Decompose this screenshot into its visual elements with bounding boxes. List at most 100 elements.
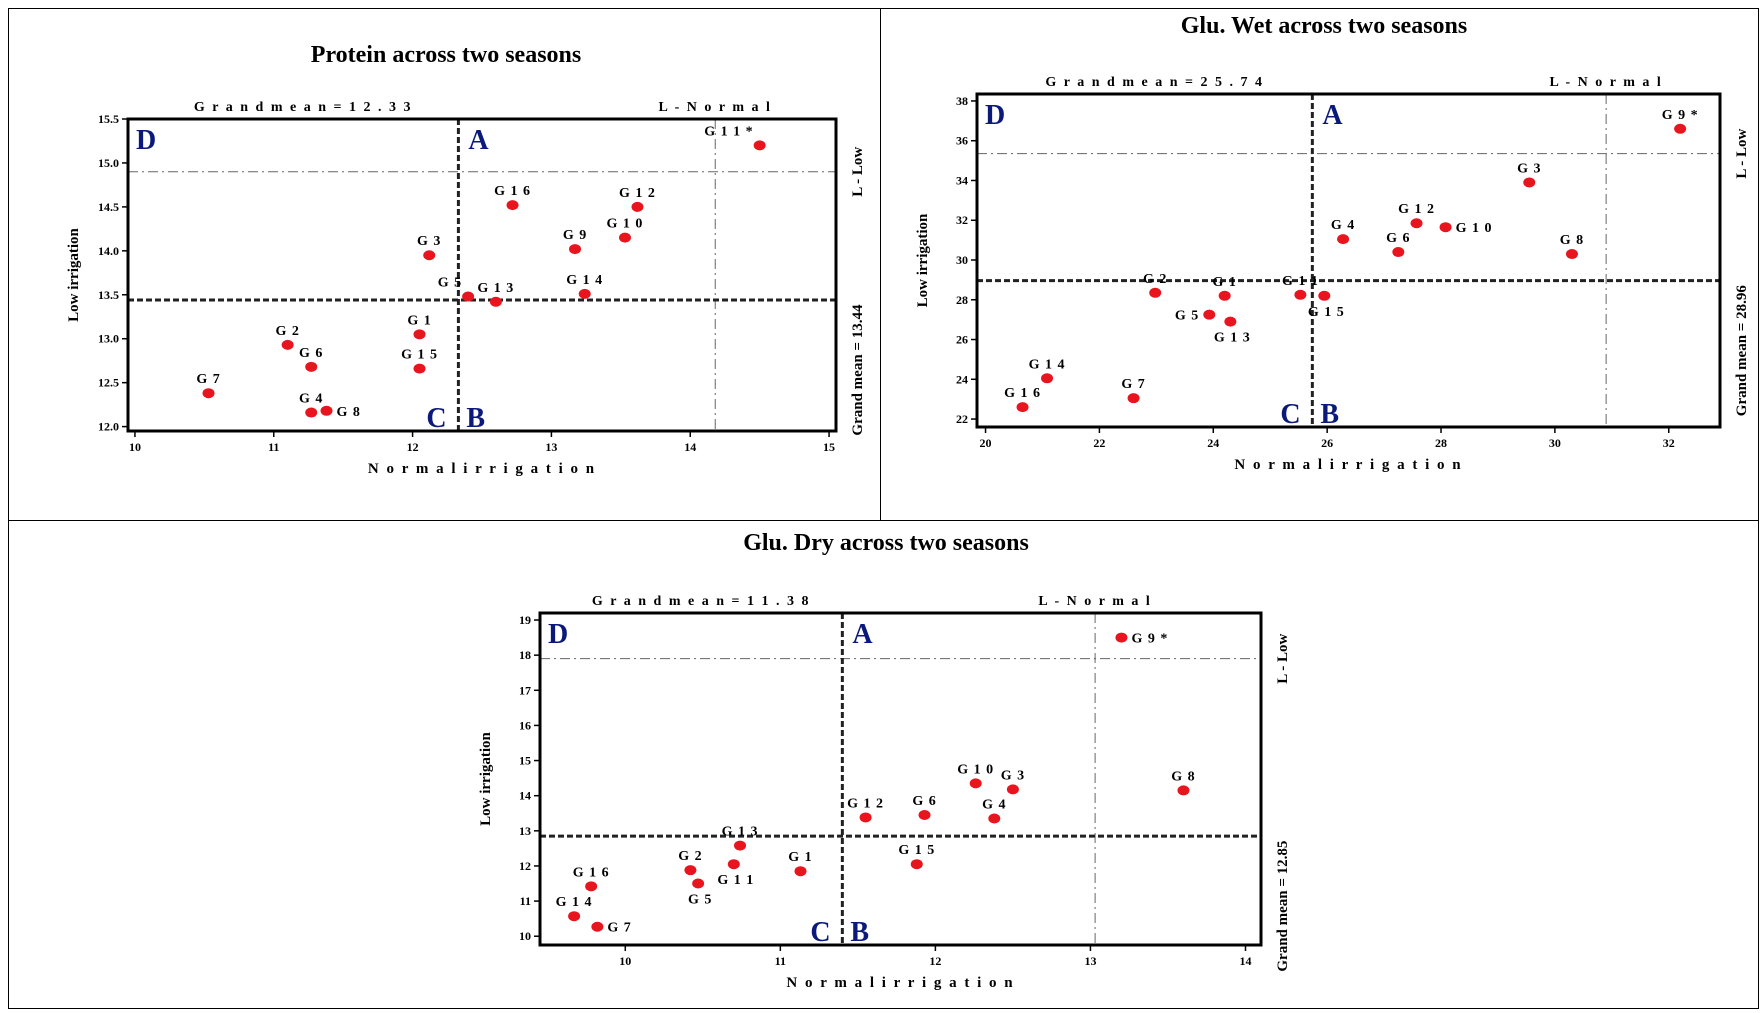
y-tick-label: 13 <box>519 824 531 838</box>
l-normal-text: L - N o r m a l <box>659 100 772 115</box>
data-point <box>320 405 333 416</box>
data-point <box>1224 316 1237 327</box>
quadrant-a-label: A <box>468 125 489 156</box>
point-label: G 1 5 <box>1308 305 1345 320</box>
data-point <box>585 881 598 892</box>
data-point <box>1565 249 1578 260</box>
data-point <box>305 361 318 372</box>
data-point <box>618 232 631 243</box>
point-label: G 2 <box>275 324 299 339</box>
data-point <box>568 911 581 922</box>
data-point <box>988 813 1001 824</box>
x-tick-label: 30 <box>1549 436 1561 450</box>
data-point <box>734 840 747 851</box>
x-tick-label: 28 <box>1435 436 1447 450</box>
point-label: G 1 2 <box>619 186 656 201</box>
y-tick-label: 12.0 <box>98 420 119 434</box>
point-label: G 1 3 <box>1214 331 1251 346</box>
point-label: G 1 6 <box>494 184 531 199</box>
y-axis-label: Low irrigation <box>915 213 931 307</box>
point-label: G 1 <box>407 313 431 328</box>
data-point <box>684 865 697 876</box>
y-tick-label: 17 <box>519 683 531 697</box>
data-point <box>569 244 582 255</box>
point-label: G 2 <box>678 849 702 864</box>
data-point <box>578 288 591 299</box>
y-tick-label: 24 <box>956 372 968 386</box>
point-label: G 9 * <box>1662 108 1699 123</box>
grand-mean-y-text: Grand mean = 28.96 <box>1734 285 1750 417</box>
x-axis-label: N o r m a l i r r i g a t i o n <box>786 975 1014 991</box>
y-tick-label: 34 <box>956 173 968 187</box>
y-tick-label: 13.0 <box>98 332 119 346</box>
data-point <box>591 921 604 932</box>
quadrant-b-label: B <box>850 917 869 948</box>
plot-frame <box>538 611 1263 947</box>
l-normal-text: L - N o r m a l <box>1549 75 1662 90</box>
y-tick-label: 13.5 <box>98 288 119 302</box>
data-point <box>1016 402 1029 413</box>
point-label: G 1 6 <box>573 865 610 880</box>
x-tick-label: 20 <box>980 436 992 450</box>
data-point <box>1674 123 1687 134</box>
y-tick-label: 12 <box>519 859 531 873</box>
point-label: G 6 <box>912 794 936 809</box>
data-point <box>1218 290 1231 301</box>
data-point <box>202 388 215 399</box>
l-low-text: L - Low <box>1275 634 1291 684</box>
point-label: G 1 3 <box>722 825 759 840</box>
point-label: G 2 <box>1143 272 1167 287</box>
point-label: G 1 <box>1212 275 1236 290</box>
point-label: G 5 <box>438 276 462 291</box>
point-label: G 1 4 <box>556 895 593 910</box>
point-label: G 3 <box>417 234 441 249</box>
point-label: G 1 <box>788 850 812 865</box>
data-point <box>1041 373 1054 384</box>
x-tick-label: 15 <box>823 440 835 454</box>
point-label: G 1 4 <box>1029 357 1066 372</box>
point-label: G 1 2 <box>1398 202 1435 217</box>
quadrant-c-label: C <box>1280 399 1300 430</box>
point-label: G 1 0 <box>607 217 644 232</box>
chart-title: Protein across two seasons <box>311 42 581 68</box>
data-point <box>794 866 807 877</box>
data-point <box>305 407 318 418</box>
data-point <box>1392 247 1405 258</box>
x-tick-label: 26 <box>1321 436 1333 450</box>
quadrant-b-label: B <box>1320 399 1339 430</box>
data-point <box>489 296 502 307</box>
data-point <box>1115 632 1128 643</box>
data-point <box>413 363 426 374</box>
y-axis-label: Low irrigation <box>478 731 494 825</box>
l-low-text: L - Low <box>1734 128 1750 178</box>
x-tick-label: 14 <box>1239 954 1251 968</box>
data-point <box>1203 309 1216 320</box>
point-label: G 1 6 <box>1004 386 1041 401</box>
data-point <box>506 200 519 211</box>
y-tick-label: 22 <box>956 412 968 426</box>
y-tick-label: 12.5 <box>98 376 119 390</box>
plot-frame <box>126 117 838 433</box>
grand-mean-x-text: G r a n d m e a n = 1 2 . 3 3 <box>194 100 413 115</box>
point-label: G 9 <box>563 228 587 243</box>
x-tick-label: 13 <box>1084 954 1096 968</box>
point-label: G 8 <box>1560 233 1584 248</box>
data-point <box>1149 287 1162 298</box>
x-tick-label: 11 <box>775 954 786 968</box>
point-label: G 7 <box>607 921 631 936</box>
quadrant-a-label: A <box>1322 100 1343 131</box>
l-normal-text: L - N o r m a l <box>1038 594 1151 609</box>
y-tick-label: 15.5 <box>98 112 119 126</box>
y-tick-label: 30 <box>956 253 968 267</box>
data-point <box>1177 785 1190 796</box>
point-label: G 3 <box>1517 161 1541 176</box>
point-label: G 4 <box>1331 218 1355 233</box>
data-point <box>1294 289 1307 300</box>
y-tick-label: 10 <box>519 929 531 943</box>
point-label: G 3 <box>1001 768 1025 783</box>
x-tick-label: 11 <box>268 440 279 454</box>
x-tick-label: 10 <box>619 954 631 968</box>
l-low-text: L - Low <box>850 147 866 197</box>
point-label: G 6 <box>1386 231 1410 246</box>
